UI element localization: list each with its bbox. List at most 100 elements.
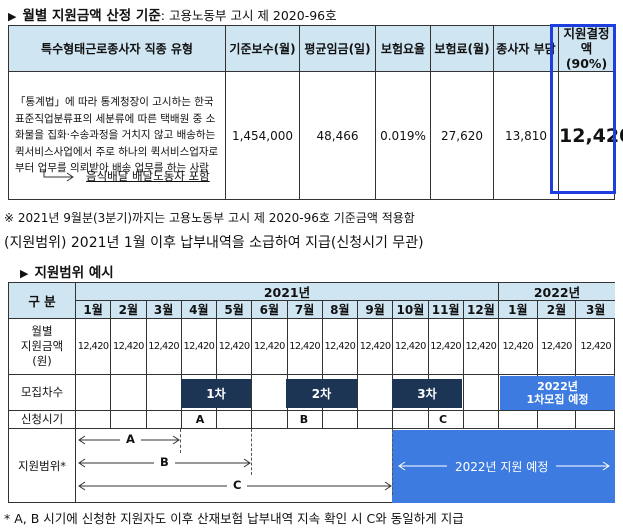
amount-cell: 12,420: [358, 319, 394, 375]
apply-point-a: A: [195, 413, 205, 426]
month-cell: 3월: [576, 301, 615, 319]
support-range-text: (지원범위) 2021년 1월 이후 납부내역을 소급하여 지급(신청시기 무관…: [4, 235, 424, 251]
amount-cell: 12,420: [252, 319, 288, 375]
month-cell: 6월: [252, 301, 288, 319]
worker-share-value: 13,810: [493, 71, 559, 200]
apply-cell: [217, 411, 253, 429]
apply-cell: [322, 411, 358, 429]
apply-cell: [181, 411, 217, 429]
month-cell: 12월: [463, 301, 499, 319]
recruit-label: 모집차수: [9, 375, 76, 411]
apply-cell: [428, 411, 464, 429]
recruit-cell: [252, 375, 288, 411]
apply-point-c: C: [438, 413, 448, 426]
month-cell: 7월: [287, 301, 323, 319]
col-header-job-type: 특수형태근로종사자 직종 유형: [8, 25, 226, 72]
col-header-rate: 보험요율: [375, 25, 431, 72]
premium-value: 27,620: [430, 71, 494, 200]
recruit-cell: [576, 375, 615, 411]
footnote: * A, B 시기에 신청한 지원자도 이후 산재보험 납부내역 지속 확인 시…: [4, 511, 464, 526]
amount-cell: 12,420: [76, 319, 112, 375]
delivery-note-text: 음식배달 배달노동자 포함: [86, 169, 210, 183]
apply-cell: [393, 411, 429, 429]
corner-label: 구 분: [9, 283, 76, 319]
table-header-row: 특수형태근로종사자 직종 유형 기준보수(월) 평균임금(일) 보험요율 보험료…: [8, 25, 615, 72]
apply-cell: [463, 411, 499, 429]
section-header-example: ▶ 지원범위 예시: [20, 261, 114, 281]
apply-cell: [252, 411, 288, 429]
section-header-monthly-amount: ▶ 월별 지원금액 산정 기준: 고용노동부 고시 제 2020-96호: [8, 4, 337, 24]
month-cell: 2월: [111, 301, 147, 319]
amount-cell: 12,420: [537, 319, 577, 375]
month-cell: 1월: [499, 301, 538, 319]
apply-cell: [358, 411, 394, 429]
amount-cell: 12,420: [287, 319, 323, 375]
recruit-cell: [358, 375, 394, 411]
apply-cell: [576, 411, 615, 429]
amount-label: 월별 지원금액 (원): [9, 319, 76, 375]
apply-cell: [537, 411, 577, 429]
range-a-label: A: [120, 432, 141, 446]
round-1-bar: 1차: [181, 379, 251, 408]
month-cell: 2월: [537, 301, 577, 319]
col-header-worker-share: 종사자 부담: [493, 25, 559, 72]
guide-b: [251, 429, 252, 475]
amount-cell: 12,420: [111, 319, 147, 375]
amount-cell: 12,420: [428, 319, 464, 375]
amount-cell: 12,420: [499, 319, 538, 375]
month-cell: 8월: [322, 301, 358, 319]
range-c-label: C: [227, 478, 248, 492]
col-header-premium: 보험료(월): [430, 25, 494, 72]
year-2021: 2021년: [76, 283, 499, 301]
amount-cell: 12,420: [322, 319, 358, 375]
month-cell: 9월: [358, 301, 394, 319]
amount-cell: 12,420: [181, 319, 217, 375]
apply-point-b: B: [299, 413, 309, 426]
recruit-cell: [217, 375, 253, 411]
range-2022-label: 2022년 지원 예정: [447, 458, 557, 475]
round-3-bar: 3차: [392, 379, 462, 408]
col-header-avg-wage: 평균임금(일): [299, 25, 376, 72]
bent-arrow-icon: [43, 169, 74, 181]
apply-label: 신청시기: [9, 411, 76, 429]
apply-cell: [287, 411, 323, 429]
amount-cell: 12,420: [393, 319, 429, 375]
month-cell: 3월: [146, 301, 182, 319]
amount-cell: 12,420: [217, 319, 253, 375]
month-cell: 5월: [217, 301, 253, 319]
year-2022: 2022년: [499, 283, 615, 301]
table-row: 「통계법」에 따라 통계청장이 고시하는 한국표준직업분류표의 세분류에 따른 …: [8, 71, 623, 200]
recruit-cell: [322, 375, 358, 411]
range-label: 지원범위*: [9, 429, 76, 503]
section-title: 월별 지원금액 산정 기준: [22, 8, 161, 24]
apply-cell: [146, 411, 182, 429]
triangle-bullet-icon: ▶: [20, 267, 29, 280]
month-cell: 10월: [393, 301, 429, 319]
month-cell: 1월: [76, 301, 112, 319]
delivery-note: 음식배달 배달노동자 포함: [42, 168, 210, 184]
round-2022-bar: 2022년 1차모집 예정: [500, 376, 615, 410]
rate-value: 0.019%: [375, 71, 431, 200]
recruit-cell: [428, 375, 464, 411]
apply-cell: [111, 411, 147, 429]
support-amount-table: 특수형태근로종사자 직종 유형 기준보수(월) 평균임금(일) 보험요율 보험료…: [8, 25, 623, 200]
avg-wage-value: 48,466: [299, 71, 376, 200]
support-value: 12,420: [558, 71, 623, 200]
amount-cell: 12,420: [146, 319, 182, 375]
section-subtitle: : 고용노동부 고시 제 2020-96호: [160, 8, 337, 23]
range-b-label: B: [154, 455, 175, 469]
month-cell: 4월: [181, 301, 217, 319]
guide-a: [180, 429, 181, 453]
amount-cell: 12,420: [463, 319, 499, 375]
apply-cell: [76, 411, 112, 429]
col-header-support: 지원결정액 (90%): [558, 25, 615, 72]
amount-cell: 12,420: [576, 319, 615, 375]
recruit-cell: [76, 375, 112, 411]
base-pay-value: 1,454,000: [225, 71, 300, 200]
triangle-bullet-icon: ▶: [8, 10, 17, 23]
support-range-timeline: 구 분 2021년 2022년 1월 2월 3월 4월 5월 6월 7월 8월 9월 10월 11월…: [8, 282, 615, 503]
recruit-cell: [463, 375, 499, 411]
notice-text: ※ 2021년 9월분(3분기)까지는 고용노동부 고시 제 2020-96호 …: [4, 211, 415, 225]
section-title: 지원범위 예시: [34, 265, 114, 281]
recruit-cell: [146, 375, 182, 411]
